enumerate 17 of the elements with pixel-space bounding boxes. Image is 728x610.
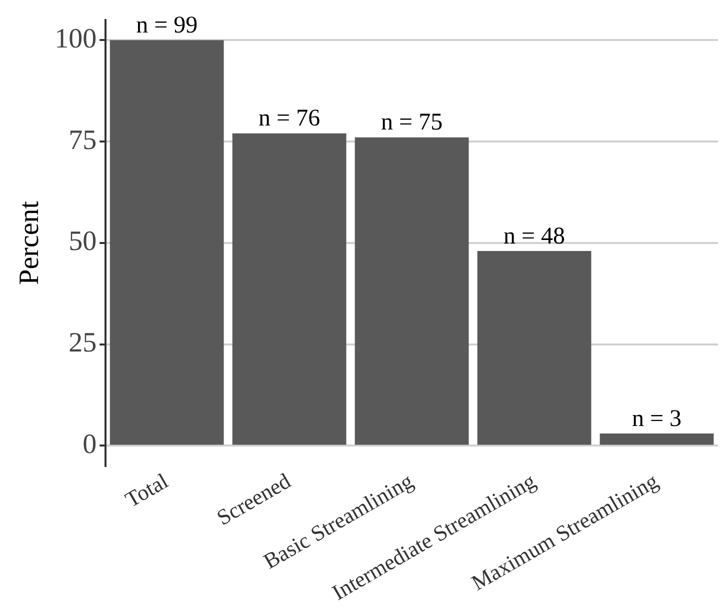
y-tick-label: 100: [54, 23, 97, 54]
annotation: n = 76: [258, 106, 320, 132]
y-tick-label: 50: [68, 226, 97, 258]
bar: [600, 434, 714, 445]
bar: [354, 137, 469, 445]
y-tick-label: 75: [68, 124, 97, 156]
y-tick-label: 0: [82, 429, 97, 460]
x-tick-label: Total: [120, 468, 172, 512]
annotation: n = 3: [632, 406, 682, 432]
annotation: n = 99: [136, 12, 198, 38]
bar: [232, 133, 346, 445]
y-axis-title: Percent: [14, 200, 46, 285]
bar: [110, 40, 224, 445]
bar: [477, 251, 592, 445]
y-tick-label: 25: [68, 328, 97, 359]
annotation: n = 75: [381, 110, 443, 136]
annotation: n = 48: [504, 223, 566, 250]
